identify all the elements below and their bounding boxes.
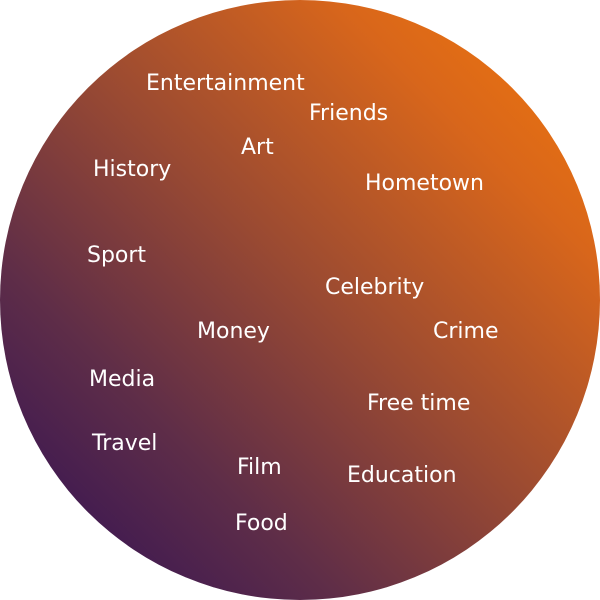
topic-sport[interactable]: Sport — [87, 243, 147, 268]
topic-entertainment[interactable]: Entertainment — [146, 71, 305, 96]
topic-history[interactable]: History — [93, 157, 172, 182]
topic-travel[interactable]: Travel — [92, 431, 158, 456]
topic-free-time[interactable]: Free time — [367, 391, 471, 416]
topic-art[interactable]: Art — [241, 135, 274, 160]
topic-celebrity[interactable]: Celebrity — [325, 275, 425, 300]
topic-hometown[interactable]: Hometown — [365, 171, 484, 196]
topic-film[interactable]: Film — [237, 455, 282, 480]
topic-education[interactable]: Education — [347, 463, 457, 488]
topic-money[interactable]: Money — [197, 319, 270, 344]
topic-friends[interactable]: Friends — [309, 101, 389, 126]
topic-media[interactable]: Media — [89, 367, 156, 392]
topic-crime[interactable]: Crime — [433, 319, 499, 344]
topic-food[interactable]: Food — [235, 511, 288, 536]
